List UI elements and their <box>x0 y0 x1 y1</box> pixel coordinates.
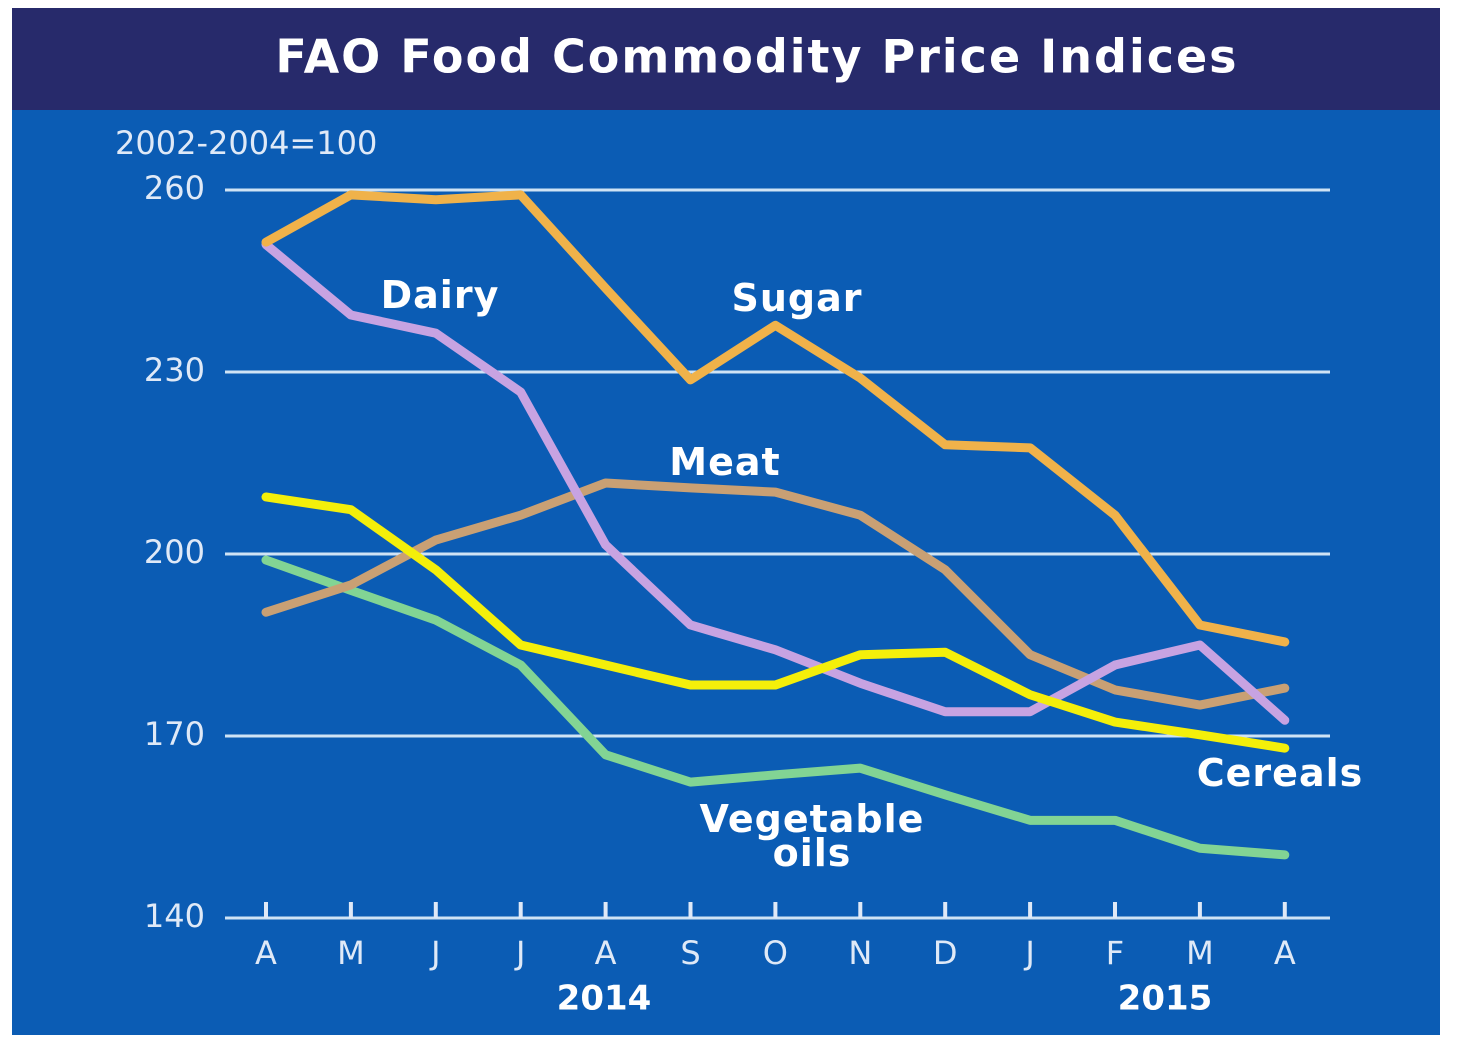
x-tick-label: J <box>514 934 525 972</box>
x-tick-label: D <box>933 934 958 972</box>
series-label: Cereals <box>1196 751 1364 795</box>
x-tick-label: A <box>595 934 617 972</box>
y-tick-label: 170 <box>144 715 205 753</box>
y-tick-label: 260 <box>144 169 205 207</box>
x-tick-label: A <box>1274 934 1296 972</box>
units-label: 2002-2004=100 <box>115 124 377 162</box>
title-bar <box>12 8 1440 110</box>
x-tick-label: F <box>1106 934 1124 972</box>
y-tick-label: 230 <box>144 351 205 389</box>
x-tick-label: S <box>680 934 700 972</box>
series-label: Meat <box>669 440 781 484</box>
year-label: 2015 <box>1118 979 1213 1019</box>
x-tick-label: M <box>1186 934 1214 972</box>
series-label: Vegetable oils <box>699 797 925 875</box>
y-tick-label: 200 <box>144 533 205 571</box>
series-line <box>261 240 1290 725</box>
year-label: 2014 <box>557 979 652 1019</box>
x-tick-label: J <box>1023 934 1034 972</box>
x-tick-label: J <box>429 934 440 972</box>
series-line <box>261 492 1290 753</box>
series-label: Sugar <box>731 276 863 320</box>
series-label: Dairy <box>380 273 500 317</box>
x-tick-label: M <box>337 934 365 972</box>
x-tick-label: O <box>763 934 788 972</box>
series-line <box>261 190 1290 647</box>
chart-title: FAO Food Commodity Price Indices <box>275 30 1238 84</box>
series-line <box>261 555 1290 860</box>
series-line <box>261 478 1290 710</box>
y-tick-label: 140 <box>144 897 205 935</box>
x-tick-label: A <box>255 934 277 972</box>
panel <box>12 8 1440 1035</box>
x-tick-label: N <box>848 934 872 972</box>
